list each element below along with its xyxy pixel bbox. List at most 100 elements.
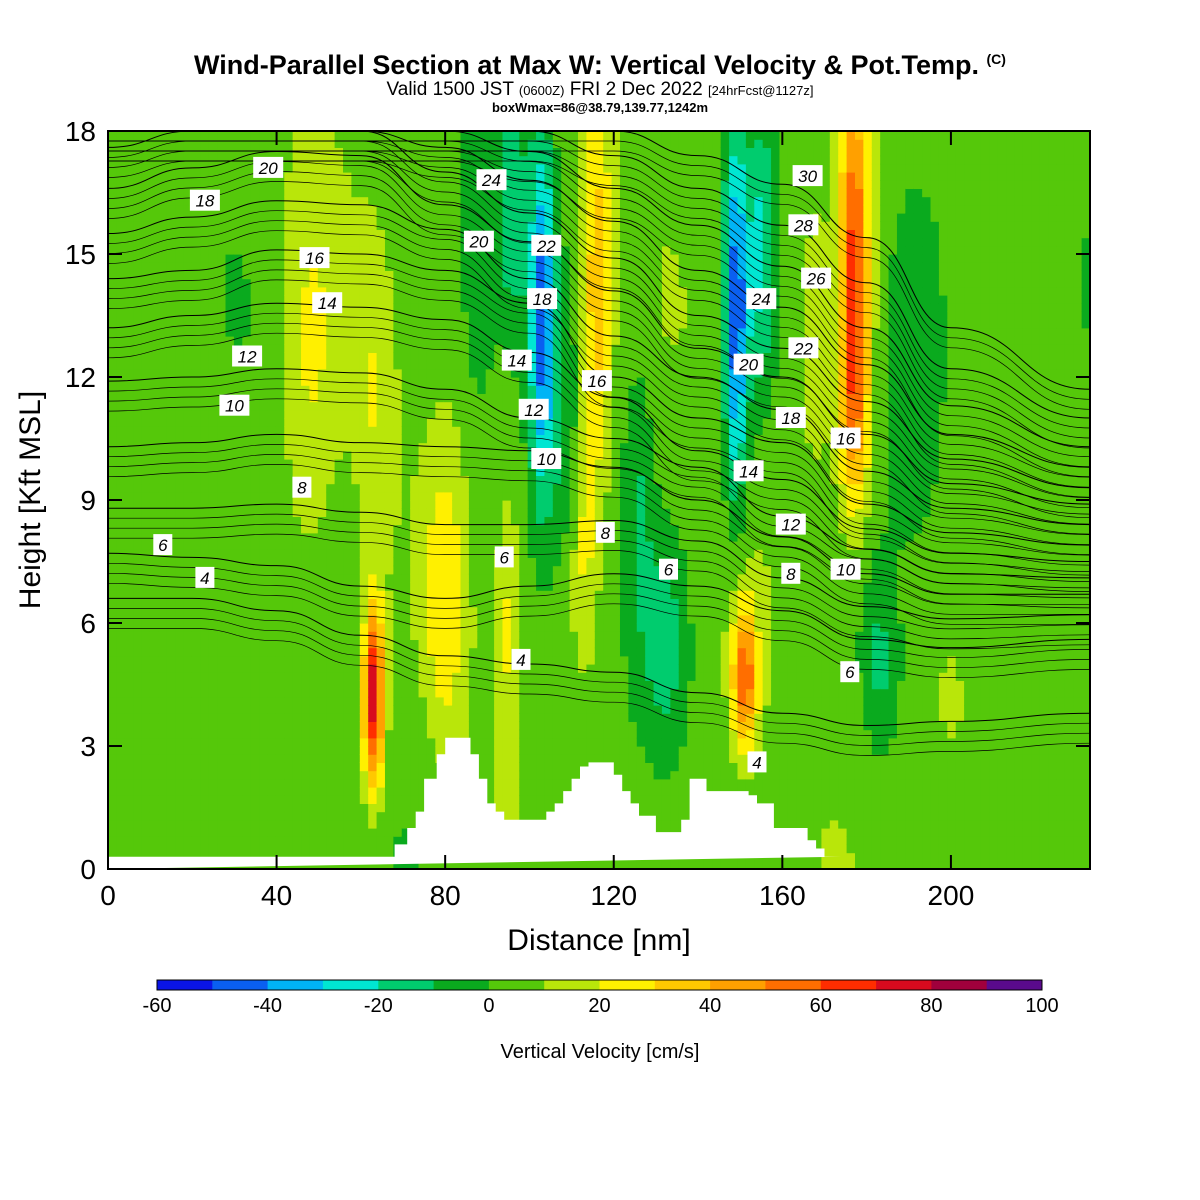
heatmap-cell — [410, 500, 420, 509]
heatmap-cell — [242, 598, 252, 608]
heatmap-cell — [536, 778, 546, 788]
heatmap-cell — [158, 688, 168, 698]
heatmap-cell — [149, 237, 159, 247]
heatmap-cell — [376, 795, 386, 804]
heatmap-cell — [485, 155, 495, 165]
heatmap-cell — [141, 696, 151, 706]
heatmap-cell — [309, 590, 319, 599]
heatmap-cell — [452, 713, 462, 722]
heatmap-cell — [191, 762, 201, 772]
heatmap-cell — [334, 221, 344, 230]
heatmap-cell — [149, 483, 159, 493]
heatmap-cell — [250, 221, 260, 230]
heatmap-cell — [284, 631, 294, 640]
heatmap-cell — [259, 377, 269, 386]
heatmap-cell — [200, 254, 210, 263]
heatmap-cell — [166, 647, 176, 657]
heatmap-cell — [217, 155, 227, 165]
heatmap-cell — [410, 303, 420, 312]
heatmap-cell — [477, 418, 487, 427]
heatmap-cell — [116, 795, 126, 804]
heatmap-cell — [334, 828, 344, 837]
heatmap-cell — [183, 655, 193, 665]
heatmap-cell — [124, 139, 134, 148]
heatmap-cell — [351, 696, 361, 706]
heatmap-cell — [141, 377, 151, 386]
heatmap-cell — [284, 360, 294, 370]
heatmap-cell — [259, 303, 269, 312]
heatmap-cell — [149, 344, 159, 353]
heatmap-cell — [267, 180, 277, 189]
heatmap-cell — [242, 828, 252, 837]
heatmap-cell — [468, 565, 478, 575]
heatmap-cell — [519, 286, 529, 296]
heatmap-cell — [418, 614, 428, 624]
heatmap-cell — [208, 746, 218, 755]
heatmap-cell — [561, 746, 571, 755]
heatmap-cell — [485, 409, 495, 419]
heatmap-cell — [435, 196, 445, 206]
heatmap-cell — [527, 434, 537, 444]
heatmap-cell — [384, 475, 394, 485]
heatmap-cell — [200, 303, 210, 312]
heatmap-cell — [561, 590, 571, 599]
heatmap-cell — [259, 213, 269, 222]
heatmap-cell — [468, 139, 478, 148]
heatmap-cell — [242, 803, 252, 813]
heatmap-cell — [259, 606, 269, 616]
heatmap-cell — [208, 336, 218, 345]
heatmap-cell — [116, 778, 126, 788]
heatmap-cell — [292, 795, 302, 804]
heatmap-cell — [418, 172, 428, 181]
heatmap-cell — [242, 664, 252, 673]
heatmap-cell — [343, 409, 352, 419]
heatmap-cell — [233, 319, 243, 329]
heatmap-cell — [267, 270, 277, 280]
heatmap-cell — [301, 508, 311, 517]
heatmap-cell — [275, 385, 285, 394]
heatmap-cell — [317, 549, 327, 558]
heatmap-cell — [334, 401, 344, 411]
heatmap-cell — [191, 819, 201, 829]
heatmap-cell — [133, 557, 143, 567]
heatmap-cell — [292, 508, 302, 517]
heatmap-cell — [569, 614, 579, 624]
heatmap-cell — [326, 311, 336, 321]
heatmap-cell — [317, 131, 327, 140]
heatmap-cell — [158, 426, 168, 435]
heatmap-cell — [494, 377, 504, 386]
heatmap-cell — [284, 557, 294, 567]
heatmap-cell — [208, 409, 218, 419]
heatmap-cell — [494, 647, 504, 657]
heatmap-cell — [183, 696, 193, 706]
heatmap-cell — [410, 549, 420, 558]
heatmap-cell — [233, 491, 243, 501]
heatmap-cell — [519, 672, 529, 681]
heatmap-cell — [200, 713, 210, 722]
heatmap-cell — [166, 368, 176, 378]
heatmap-cell — [309, 163, 319, 173]
heatmap-cell — [259, 139, 269, 148]
heatmap-cell — [494, 254, 504, 263]
heatmap-cell — [158, 746, 168, 755]
heatmap-cell — [569, 639, 579, 649]
heatmap-cell — [108, 180, 117, 189]
heatmap-cell — [242, 286, 252, 296]
heatmap-cell — [242, 237, 252, 247]
heatmap-cell — [317, 278, 327, 288]
heatmap-cell — [401, 680, 411, 690]
heatmap-cell — [326, 377, 336, 386]
heatmap-cell — [116, 664, 126, 673]
heatmap-cell — [217, 418, 227, 427]
heatmap-cell — [510, 336, 520, 345]
heatmap-cell — [166, 795, 176, 804]
heatmap-cell — [334, 516, 344, 526]
heatmap-cell — [435, 245, 445, 255]
heatmap-cell — [175, 746, 185, 755]
heatmap-cell — [191, 229, 201, 239]
heatmap-cell — [460, 368, 470, 378]
heatmap-cell — [124, 172, 134, 181]
heatmap-cell — [544, 688, 554, 698]
heatmap-cell — [116, 746, 126, 755]
